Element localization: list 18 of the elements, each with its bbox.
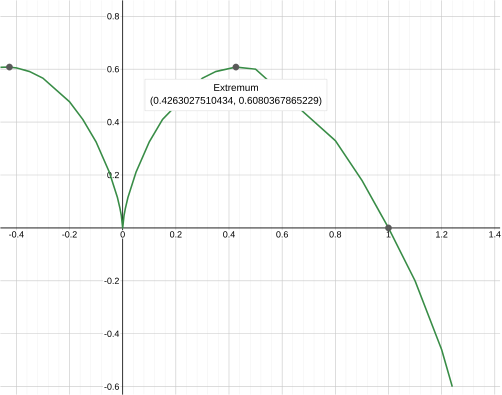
annotation: Extremum [214,84,258,92]
y-tick-label: -0.6 [104,383,119,390]
x-tick-label: 0.2 [170,231,182,238]
x-tick-label: 0.8 [329,231,342,238]
x-tick-label: -0.4 [9,231,24,238]
annotation: (0.4263027510434, 0.6080367865229) [150,96,322,106]
x-tick-label: -0.2 [62,231,77,238]
y-tick-label: -0.4 [104,330,120,337]
x-tick-label: 1.2 [436,231,448,238]
x-tick-label: 0 [120,231,125,238]
y-tick-label: -0.2 [104,278,119,284]
x-tick-label: 1 [386,231,391,238]
x-tick-label: 0.6 [276,231,288,238]
y-tick-label: 0.8 [107,13,119,20]
x-tick-label: 0.4 [223,231,235,238]
x-tick-label: 1.4 [489,231,501,238]
y-tick-label: 0.6 [107,66,119,72]
y-tick-label: 0.4 [107,118,120,126]
